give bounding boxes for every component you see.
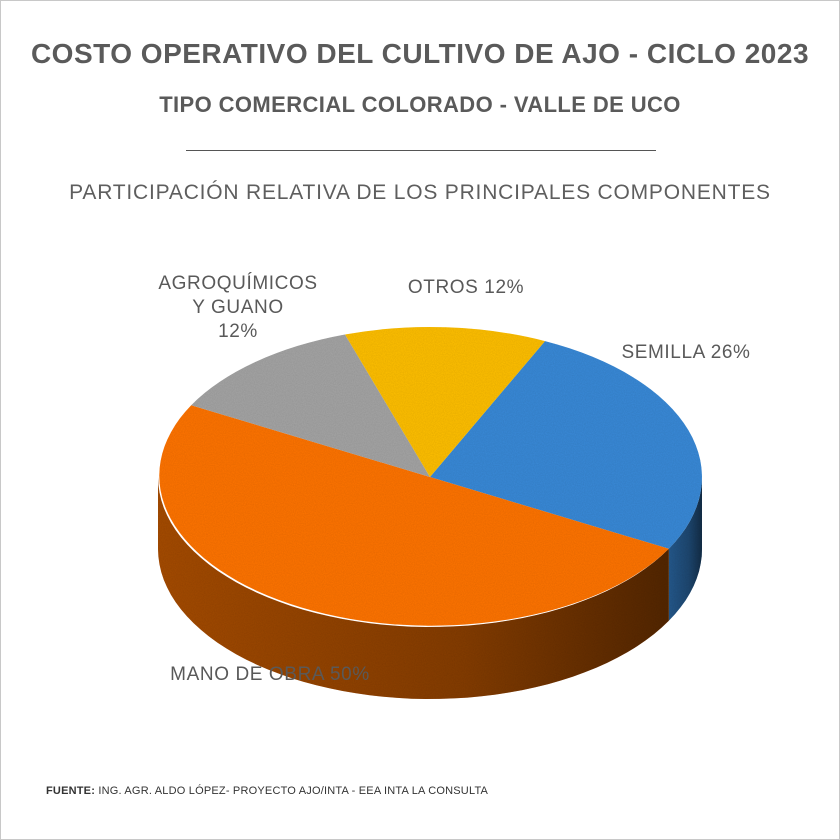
slice-label-agroquimicos: AGROQUÍMICOS Y GUANO 12% [138, 272, 338, 344]
pie-slice-mano-de-obra [159, 405, 669, 626]
source-footnote: FUENTE: ING. AGR. ALDO LÓPEZ- PROYECTO A… [46, 785, 488, 797]
chart-section-heading: PARTICIPACIÓN RELATIVA DE LOS PRINCIPALE… [69, 181, 771, 204]
source-text: ING. AGR. ALDO LÓPEZ- PROYECTO AJO/INTA … [95, 785, 489, 797]
slice-label-semilla: SEMILLA 26% [621, 342, 751, 363]
pie-slice-semilla [430, 341, 702, 549]
pie-slice-agroquimicos-y-guano [191, 334, 430, 477]
slice-label-agroquimicos-line3: 12% [218, 321, 258, 342]
pie-slice-side-shade-semilla [668, 477, 702, 621]
slice-label-otros: OTROS 12% [407, 277, 525, 298]
slice-label-mano-de-obra: MANO DE OBRA 50% [170, 664, 370, 685]
pie-slice-side-shade-mano-de-obra [158, 477, 669, 699]
pie-slice-otros [345, 327, 545, 477]
chart-title: COSTO OPERATIVO DEL CULTIVO DE AJO - CIC… [30, 38, 810, 69]
title-divider [186, 150, 656, 151]
chart-subtitle: TIPO COMERCIAL COLORADO - VALLE DE UCO [159, 92, 681, 117]
slice-label-agroquimicos-line1: AGROQUÍMICOS [158, 273, 318, 294]
source-label: FUENTE: [46, 785, 96, 797]
slice-label-agroquimicos-line2: Y GUANO [192, 297, 284, 318]
